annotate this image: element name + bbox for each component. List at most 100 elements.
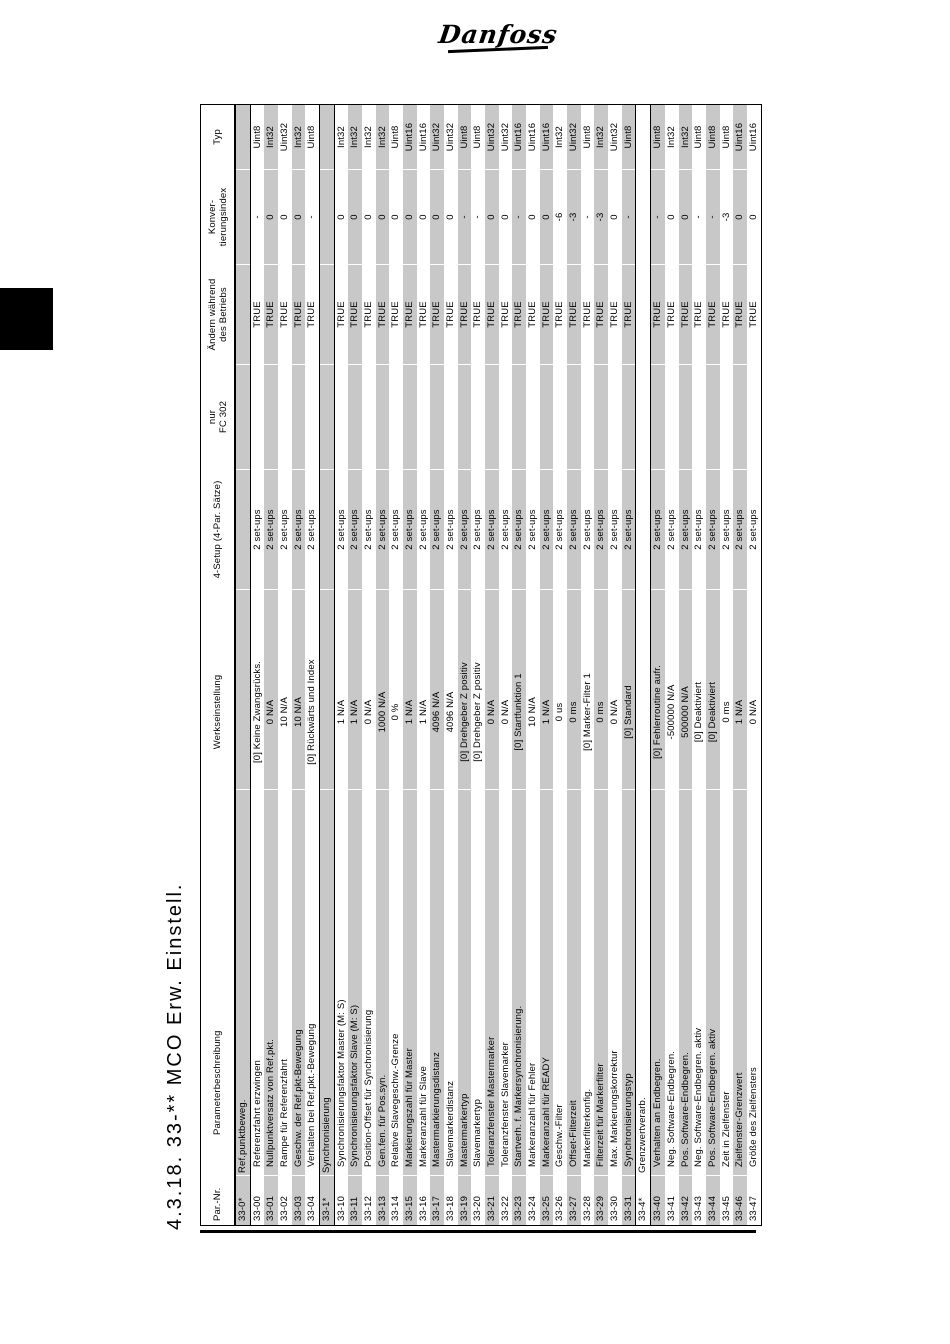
cell-nr: 33-04 xyxy=(305,1175,320,1225)
cell-typ: Int32 xyxy=(292,126,304,148)
cell-name: Offset-Filterzeit xyxy=(567,789,581,1175)
cell-typ: Uint16 xyxy=(734,122,746,152)
cell-konv: - xyxy=(621,169,636,264)
cell-setup: 2 set-ups xyxy=(664,469,679,589)
cell-name: Verhalten an Endbegren. xyxy=(651,789,665,1175)
cell-nr: 33-25 xyxy=(539,1175,554,1225)
cell-konv: 0 xyxy=(375,169,390,264)
cell-konv: 0 xyxy=(746,169,761,264)
cell-name: Zielfenster-Grenzwert xyxy=(733,789,747,1175)
header-aendern: Ändern während des Betriebs xyxy=(201,264,234,364)
cell-setup: 2 set-ups xyxy=(291,469,306,589)
cell-aendern: TRUE xyxy=(457,264,472,364)
cell-setup: 2 set-ups xyxy=(305,469,320,589)
cell-konv: 0 xyxy=(430,169,445,264)
chapter-edge-tab xyxy=(0,288,53,350)
cell-konv: -3 xyxy=(719,169,734,264)
cell-typ: Int32 xyxy=(376,126,388,148)
cell-nr: 33-11 xyxy=(348,1175,363,1225)
danfoss-logo: Danfoss xyxy=(437,20,559,53)
cell-typ: Uint8 xyxy=(390,125,402,149)
cell-setup: 2 set-ups xyxy=(457,469,472,589)
cell-aendern xyxy=(320,264,334,364)
cell-typ: Uint32 xyxy=(568,122,580,152)
cell-fc302 xyxy=(278,364,292,469)
cell-typ: Uint32 xyxy=(486,122,498,152)
cell-fc302 xyxy=(746,364,761,469)
cell-name: Neg. Software-Endbegren. xyxy=(664,789,679,1175)
cell-aendern: TRUE xyxy=(567,264,581,364)
cell-aendern: TRUE xyxy=(471,264,486,364)
cell-nr: 33-47 xyxy=(746,1175,761,1225)
cell-aendern: TRUE xyxy=(539,264,554,364)
cell-konv: -6 xyxy=(553,169,568,264)
cell-aendern: TRUE xyxy=(512,264,527,364)
cell-fc302 xyxy=(733,364,747,469)
cell-aendern: TRUE xyxy=(485,264,499,364)
cell-name: Referenzfahrt erzwingen xyxy=(250,789,265,1175)
cell-werk: 0 N/A xyxy=(608,589,622,789)
cell-setup: 2 set-ups xyxy=(580,469,595,589)
cell-konv xyxy=(320,169,334,264)
cell-werk: [0] Drehgeber Z positiv xyxy=(457,589,472,789)
cell-setup: 2 set-ups xyxy=(264,469,279,589)
cell-typ: Uint16 xyxy=(417,122,429,152)
cell-nr: 33-18 xyxy=(444,1175,458,1225)
cell-nr: 33-40 xyxy=(651,1175,665,1225)
cell-setup xyxy=(636,469,651,589)
cell-fc302 xyxy=(580,364,595,469)
cell-werk: [0] Rückwärts und Index xyxy=(305,589,320,789)
cell-fc302 xyxy=(416,364,431,469)
cell-nr: 33-26 xyxy=(553,1175,568,1225)
table-row: 33-18 Slavemarkerdistanz 4096 N/A 2 set-ups… xyxy=(444,105,458,1225)
cell-setup: 2 set-ups xyxy=(526,469,540,589)
cell-konv: 0 xyxy=(334,169,349,264)
cell-name: Gen.fen. für Pos.syn. xyxy=(375,789,390,1175)
section-row: 33-0* Ref.punktbeweg. xyxy=(235,105,251,1225)
cell-name: Markeranzahl für READY xyxy=(539,789,554,1175)
cell-nr: 33-46 xyxy=(733,1175,747,1225)
cell-name: Synchronisierungsfaktor Slave (M: S) xyxy=(348,789,363,1175)
cell-aendern: TRUE xyxy=(362,264,376,364)
cell-werk: 0 ms xyxy=(594,589,609,789)
cell-typ: Uint32 xyxy=(431,122,443,152)
cell-name: Synchronisierungsfaktor Master (M: S) xyxy=(334,789,349,1175)
cell-konv: - xyxy=(471,169,486,264)
cell-name: Ref.punktbeweg. xyxy=(236,789,250,1175)
table-row: 33-12 Position-Offset für Synchronisierun… xyxy=(362,105,376,1225)
cell-typ: Uint16 xyxy=(540,122,552,152)
cell-konv: 0 xyxy=(264,169,279,264)
table-row: 33-19 Mastermarkertyp [0] Drehgeber Z posi… xyxy=(457,105,472,1225)
cell-typ: Int32 xyxy=(595,126,607,148)
table-row: 33-45 Zeit in Zielfenster 0 ms 2 set-ups TRU… xyxy=(719,105,734,1225)
cell-werk: 0 N/A xyxy=(485,589,499,789)
cell-setup: 2 set-ups xyxy=(416,469,431,589)
table-row: 33-23 Startverh. f. Markersynchronisierun… xyxy=(512,105,527,1225)
cell-werk: 10 N/A xyxy=(291,589,306,789)
cell-nr: 33-43 xyxy=(692,1175,706,1225)
cell-werk: -500000 N/A xyxy=(664,589,679,789)
header-par-nr: Par.-Nr. xyxy=(201,1175,234,1225)
table-row: 33-00 Referenzfahrt erzwingen [0] Keine Zw… xyxy=(250,105,265,1225)
cell-fc302 xyxy=(636,364,651,469)
header-aendern-line2: des Betriebs xyxy=(217,287,229,342)
cell-setup: 2 set-ups xyxy=(430,469,445,589)
cell-konv: 0 xyxy=(485,169,499,264)
cell-name: Neg. Software-Endbegren. aktiv xyxy=(692,789,706,1175)
cell-nr: 33-12 xyxy=(362,1175,376,1225)
cell-aendern: TRUE xyxy=(403,264,417,364)
cell-werk: 1 N/A xyxy=(348,589,363,789)
cell-aendern: TRUE xyxy=(692,264,706,364)
cell-werk xyxy=(636,589,651,789)
cell-fc302 xyxy=(539,364,554,469)
table-row: 33-24 Markeranzahl für Fehler 10 N/A 2 set-… xyxy=(526,105,540,1225)
cell-werk: 10 N/A xyxy=(526,589,540,789)
cell-werk: [0] Standard xyxy=(621,589,636,789)
cell-setup: 2 set-ups xyxy=(692,469,706,589)
cell-name: Markerfilterkonfig. xyxy=(580,789,595,1175)
cell-aendern: TRUE xyxy=(498,264,513,364)
cell-aendern: TRUE xyxy=(664,264,679,364)
cell-typ: Uint8 xyxy=(622,125,634,149)
cell-setup: 2 set-ups xyxy=(678,469,693,589)
cell-aendern xyxy=(236,264,250,364)
